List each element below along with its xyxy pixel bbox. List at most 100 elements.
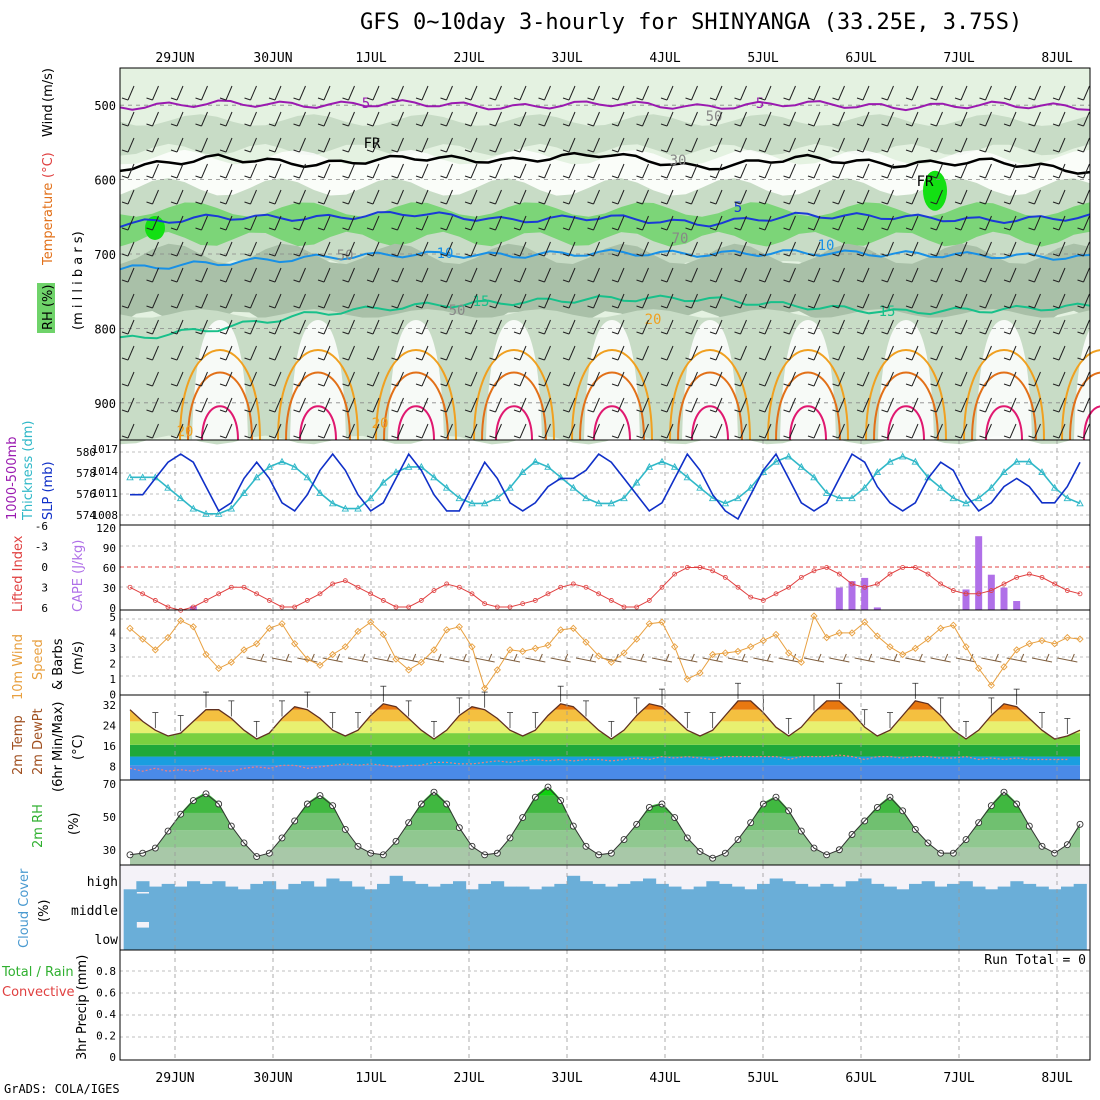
cloud-middle-bar — [757, 892, 771, 922]
barb-shaft — [936, 319, 943, 335]
barb-shaft — [421, 371, 429, 387]
isotherm-diurnal — [299, 405, 337, 441]
cloud-low-bar — [744, 922, 758, 950]
barb-shaft — [274, 371, 282, 387]
cape-bar — [848, 581, 856, 610]
y-tick-left: 0 — [41, 561, 48, 574]
cloud-low-bar — [212, 922, 226, 950]
barb-shaft — [887, 137, 894, 153]
barb-shaft — [1083, 163, 1090, 179]
barb-flag — [587, 201, 594, 205]
barb-shaft — [862, 371, 870, 387]
wind-barb — [489, 423, 502, 439]
ylabel-2m-dewpt: 2m DewPt — [31, 708, 46, 775]
barb-flag — [783, 383, 790, 387]
wind-barb — [856, 241, 870, 257]
rh-band — [130, 785, 1080, 796]
cloud-high-bar — [313, 886, 327, 892]
wind-barb — [342, 189, 355, 205]
barb-shaft — [421, 345, 429, 361]
barb-flag — [121, 409, 129, 413]
wind-barb — [636, 85, 649, 101]
wind-barb — [783, 345, 796, 361]
barb-shaft — [911, 85, 919, 101]
barb-shaft — [323, 423, 331, 439]
barb-shaft — [936, 111, 943, 127]
cloud-high-bar — [339, 881, 353, 892]
wind-barb — [979, 241, 992, 257]
cloud-low-bar — [288, 922, 302, 950]
cloud-middle-bar — [326, 892, 340, 922]
barb-flag — [636, 175, 643, 179]
barb-shaft — [201, 267, 208, 283]
barb-flag — [587, 227, 594, 231]
wind-barb — [415, 345, 429, 361]
wind-barb — [1052, 397, 1066, 413]
cloud-high-bar — [225, 886, 239, 892]
barb-shaft — [691, 111, 698, 127]
barb-flag — [856, 97, 864, 101]
barb-shaft — [838, 371, 845, 387]
wind-barb — [660, 215, 674, 231]
barb-shaft — [519, 189, 527, 205]
barb-shaft — [568, 267, 576, 283]
barb-shaft — [691, 267, 698, 283]
wind-barb — [366, 137, 380, 153]
barb-shaft — [1083, 85, 1090, 101]
barb-flag — [660, 97, 668, 101]
barb-flag — [1028, 409, 1035, 413]
barb-shaft — [740, 345, 747, 361]
barb-shaft — [1034, 137, 1041, 153]
cloud-middle-bar — [174, 892, 188, 922]
wind-speed-point — [620, 649, 628, 657]
surface-barb — [868, 653, 873, 662]
barb-flag — [195, 123, 202, 127]
barb-shaft — [1009, 137, 1017, 153]
wind-barb — [513, 189, 527, 205]
barb-shaft — [617, 345, 625, 361]
barb-flag — [587, 357, 594, 361]
wind-barb — [440, 319, 453, 335]
wind-barb — [905, 319, 919, 335]
wind-barb — [195, 163, 208, 179]
lifted-index-point — [342, 578, 348, 584]
barb-shaft — [691, 423, 698, 439]
wind-barb — [636, 397, 649, 413]
wind-speed-point — [291, 640, 299, 648]
lifted-index-point — [938, 581, 944, 587]
barb-shaft — [813, 85, 821, 101]
wind-barb — [832, 371, 845, 387]
wind-speed-point — [633, 635, 641, 643]
barb-flag — [195, 435, 202, 439]
wind-barb — [366, 189, 380, 205]
wind-barb — [366, 241, 380, 257]
barb-flag — [366, 305, 374, 309]
barb-shaft — [715, 189, 723, 205]
barb-shaft — [593, 319, 600, 335]
barb-shaft — [1058, 241, 1066, 257]
wind-barb — [317, 137, 331, 153]
barb-flag — [293, 357, 300, 361]
wind-barb — [1077, 345, 1090, 361]
wind-barb — [538, 189, 551, 205]
wind-barb — [195, 371, 208, 387]
wind-barb — [415, 137, 429, 153]
barb-shaft — [1009, 345, 1017, 361]
barb-shaft — [323, 163, 331, 179]
cloud-low-bar — [921, 922, 935, 950]
barb-flag — [366, 123, 374, 127]
barb-flag — [587, 409, 594, 413]
barb-shaft — [936, 163, 943, 179]
barb-flag — [244, 97, 251, 101]
barb-flag — [464, 97, 472, 101]
barb-flag — [807, 149, 815, 153]
barb-flag — [832, 331, 839, 335]
barb-flag — [146, 97, 153, 101]
wind-barb — [513, 319, 527, 335]
barb-flag — [979, 305, 986, 309]
y-tick-left: 576 — [76, 488, 96, 501]
wind-barb — [513, 215, 527, 231]
isotherm-line — [119, 151, 1091, 175]
barb-shaft — [911, 189, 919, 205]
barb-flag — [930, 409, 937, 413]
